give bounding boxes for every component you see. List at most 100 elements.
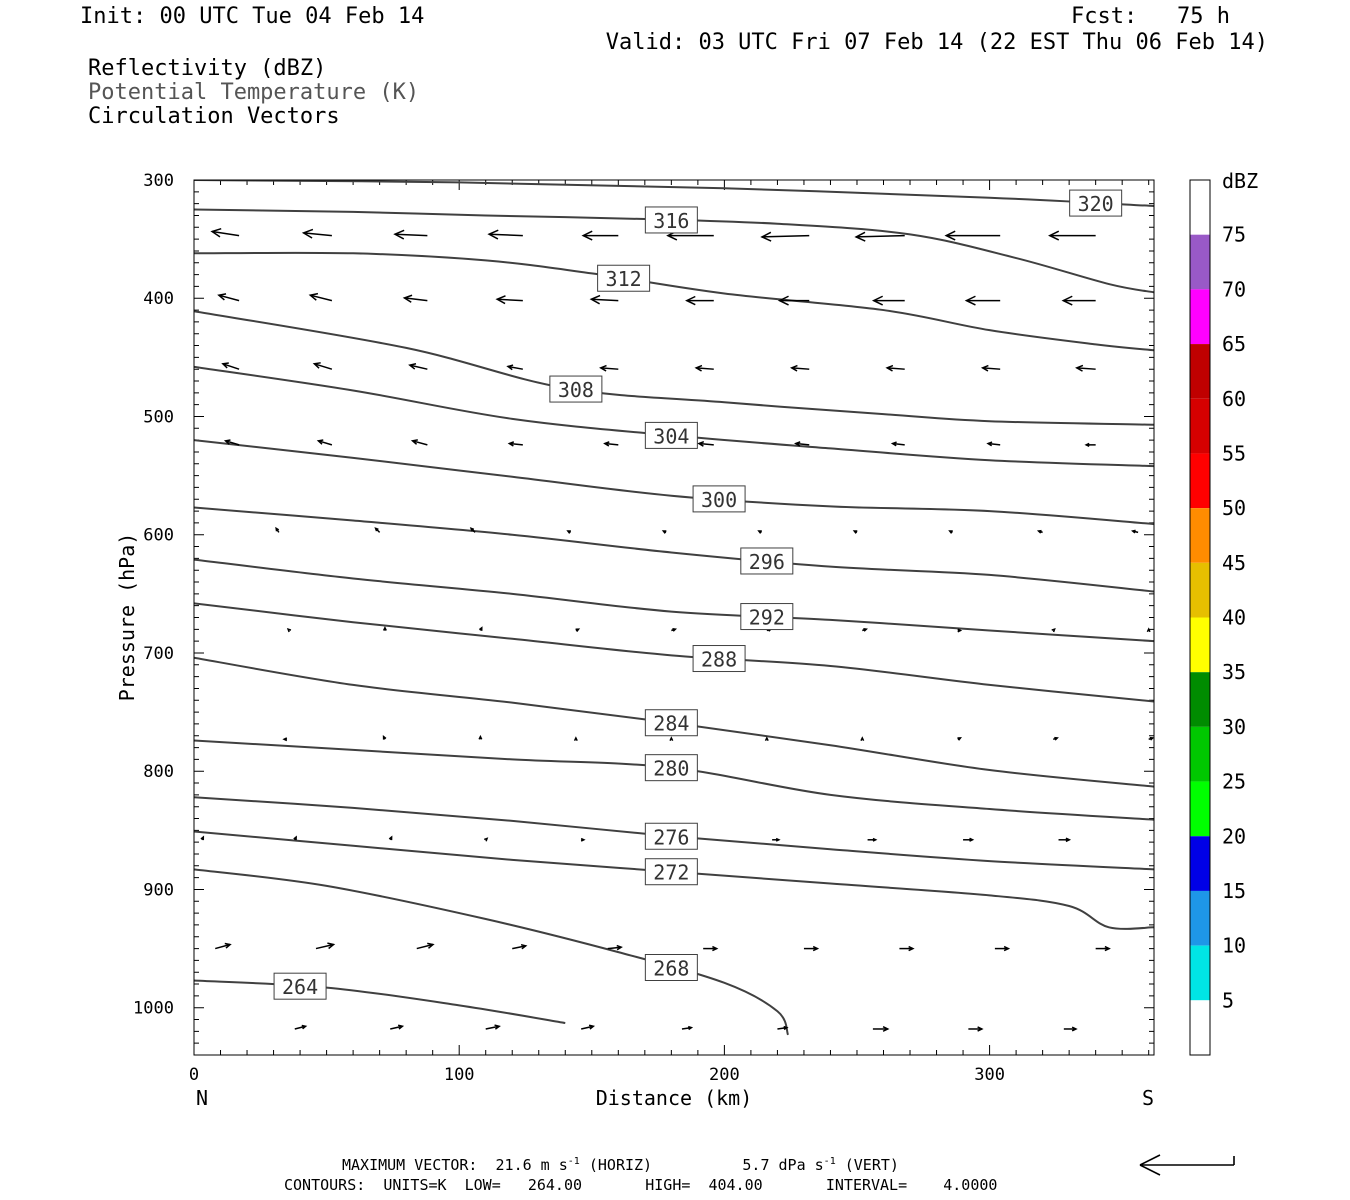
colorbar-segment [1190,508,1210,563]
contour-label: 276 [653,825,689,849]
colorbar: 5 10 15 20 25 30 35 40 45 50 55 60 65 70 75 [1189,179,1246,1056]
contour-label: 316 [653,209,689,233]
circulation-vector [854,231,905,242]
circulation-vector [957,628,963,633]
circulation-vector [308,292,333,302]
vert-tag: (VERT) [844,1156,899,1174]
contour-label-box [644,421,698,449]
tick-marks [193,179,1154,1056]
contour-label-box [740,603,794,631]
circulation-vector [1146,627,1151,633]
colorbar-segment [1190,453,1210,509]
circulation-vector [374,527,381,533]
circulation-vector [293,835,297,841]
circulation-vector [899,945,915,952]
forecast-hour: Fcst: 75 h [1071,4,1230,29]
circulation-vector [964,295,1001,306]
colorbar-frame [1189,179,1211,1056]
circulation-vector [566,530,571,534]
circulation-vector [671,628,678,632]
legend-potential-temperature: Potential Temperature (K) [88,80,420,105]
colorbar-segment [1190,180,1210,235]
contour-label-box [692,645,746,673]
colorbar-level: 70 [1222,277,1246,301]
contour-label-box [644,954,698,981]
colorbar-segment [1190,781,1210,837]
circulation-vector [764,736,769,741]
contour-line [194,365,1154,468]
colorbar-level: 30 [1222,715,1246,739]
colorbar-level: 40 [1222,606,1246,630]
contour-label-box [1069,189,1123,217]
circulation-vector [852,530,858,534]
circulation-vector [772,837,781,842]
circulation-vector [1148,736,1154,741]
contour-label: 272 [653,861,689,885]
y-axis-title: Pressure (hPa) [115,533,139,702]
colorbar-level: 25 [1222,770,1246,794]
contour-line [194,979,566,1025]
y-tick-label: 400 [143,289,174,309]
legend-reflectivity: Reflectivity (dBZ) [88,56,327,81]
circulation-vector [685,295,714,306]
circulation-vector [777,1025,789,1031]
circulation-vector [512,943,528,950]
max-horiz-value: 21.6 m s [495,1156,568,1174]
colorbar-level: 10 [1222,934,1246,958]
circulation-vector [694,364,714,372]
circulation-vector [1036,529,1043,534]
circulation-vector [478,734,483,740]
contours-footer: CONTOURS: UNITS=K LOW= 264.00 HIGH= 404.… [284,1176,998,1194]
circulation-vector [575,628,581,632]
circulation-vector [580,837,586,842]
contour-label: 280 [653,757,689,781]
circulation-vector [1048,230,1096,241]
circulation-vector [1131,529,1139,534]
circulation-vector [872,1026,890,1032]
contour-label: 264 [282,975,318,999]
contour-label: 284 [653,712,689,736]
circulation-vector [980,364,1001,372]
circulation-vector [316,439,333,446]
circulation-vector [986,441,1001,447]
circulation-vector [599,364,619,372]
vector-layer [200,227,1154,1032]
circulation-vector [223,439,240,446]
circulation-vector [215,942,232,950]
contour-label-box [644,754,698,782]
circulation-vector [1051,627,1056,633]
reference-vector [1139,1154,1235,1176]
plot-frame [193,179,1155,1056]
contour-label: 320 [1078,192,1114,216]
circulation-vector [581,1024,596,1030]
axis-labels: 0 100 200 300 300 400 500 600 700 800 900 1000 [133,171,1005,1085]
contour-label-box [273,972,327,1000]
y-tick-label: 600 [143,526,174,546]
contour-label-box [644,822,698,850]
circulation-vector [1063,1026,1078,1032]
circulation-vector [487,229,523,240]
init-time: Init: 00 UTC Tue 04 Feb 14 [80,4,425,29]
colorbar-segment [1190,726,1210,782]
contour-line [194,868,789,1036]
circulation-vector [388,835,393,841]
circulation-vector [301,228,332,239]
colorbar-segment [1190,398,1210,454]
colorbar-level: 5 [1222,988,1234,1012]
circulation-vector [210,227,240,238]
circulation-vector [603,441,619,447]
contour-line [194,439,1154,526]
circulation-vector [507,441,523,447]
horiz-unit-exp: -1 [567,1156,580,1167]
contour-label-box [740,547,794,575]
x-axis-title: Distance (km) [596,1086,753,1110]
circulation-vector [994,945,1011,952]
y-tick-label: 900 [143,880,174,900]
circulation-vector [408,363,428,370]
colorbar-segment [1190,344,1210,399]
circulation-vector [483,837,489,842]
y-tick-label: 700 [143,644,174,664]
x-tick-label: 300 [974,1065,1005,1085]
x-tick-label: 100 [444,1065,475,1085]
